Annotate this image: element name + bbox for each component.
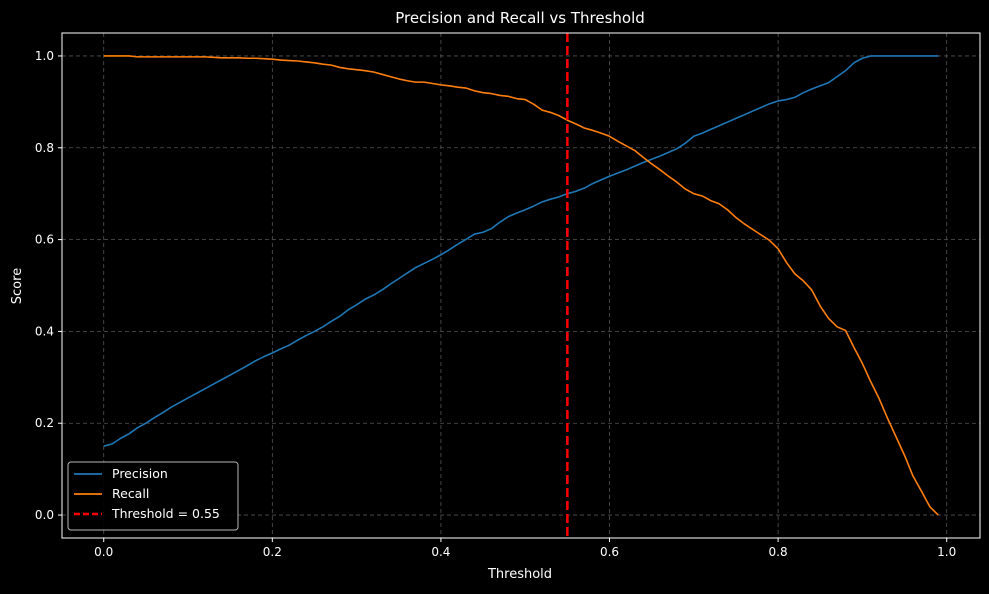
x-tick-label: 0.4 [431, 545, 450, 559]
y-tick-label: 0.8 [35, 141, 54, 155]
x-tick-label: 0.0 [94, 545, 113, 559]
x-tick-label: 0.8 [769, 545, 788, 559]
legend-label: Threshold = 0.55 [111, 506, 220, 521]
legend: Precision Recall Threshold = 0.55 [67, 461, 239, 531]
x-tick-label: 0.2 [263, 545, 282, 559]
legend-label: Recall [112, 486, 149, 501]
legend-label: Precision [112, 466, 168, 481]
x-axis-label: Threshold [487, 567, 552, 582]
series-line-recall [103, 55, 939, 516]
y-tick-label: 0.0 [35, 508, 54, 522]
y-tick-label: 1.0 [35, 49, 54, 63]
y-tick-label: 0.6 [35, 233, 54, 247]
axes-frame [61, 32, 981, 539]
series-line-precision [103, 55, 939, 447]
x-tick-label: 1.0 [937, 545, 956, 559]
legend-box [67, 461, 239, 531]
plot-area: 0.0 0.2 0.4 0.6 0.8 1.0 0.0 0.2 0.4 0.6 0.8 1.0 [35, 32, 981, 559]
y-tick-label: 0.2 [35, 416, 54, 430]
x-tick-label: 0.6 [600, 545, 619, 559]
y-axis-label: Score [10, 268, 25, 304]
chart-title: Precision and Recall vs Threshold [395, 9, 645, 27]
y-tick-label: 0.4 [35, 324, 54, 338]
